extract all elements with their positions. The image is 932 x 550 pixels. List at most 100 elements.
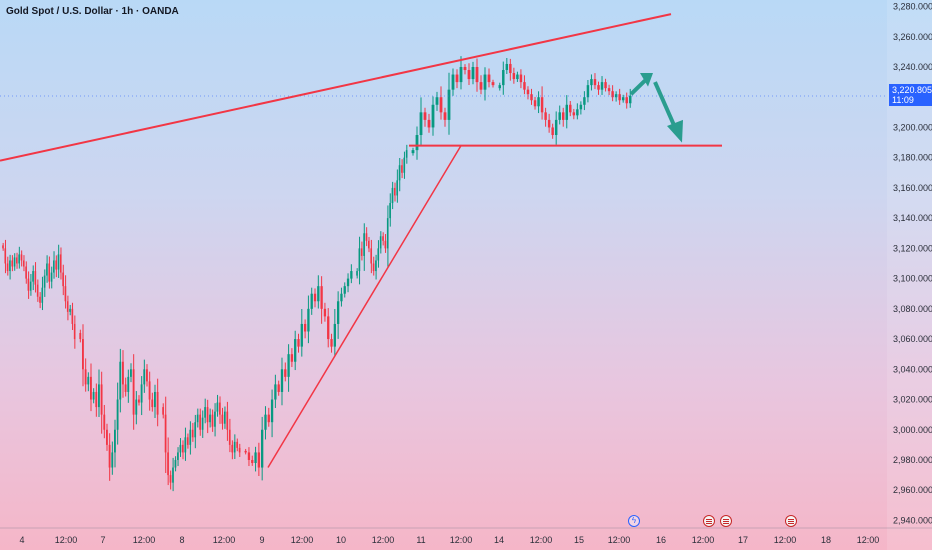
candle-body [132, 369, 135, 415]
candle-body [4, 248, 7, 264]
candle-body [90, 376, 92, 400]
candle-body [396, 180, 399, 196]
candle-body [186, 437, 189, 445]
candle-body [540, 97, 544, 113]
candle-body [189, 429, 192, 445]
candle-body [236, 441, 239, 448]
event-bolt-icon[interactable]: ϟ [628, 515, 640, 527]
y-tick-label: 3,140.000 [893, 213, 932, 223]
candle-body [201, 417, 204, 430]
candle-body [238, 447, 241, 453]
candle-body [502, 70, 505, 86]
candle-body [122, 361, 124, 385]
candle-body [257, 452, 261, 468]
candle-body [346, 278, 350, 287]
countdown-timer: 11:09 [892, 95, 914, 105]
resistance-trendline[interactable] [0, 13, 672, 162]
candle-body [29, 281, 32, 291]
candle-body [382, 236, 384, 241]
rising-support-trendline[interactable] [267, 145, 462, 468]
candle-body [363, 233, 365, 256]
candle-body [356, 271, 358, 276]
candle-body [483, 74, 487, 90]
candle-body [330, 339, 333, 347]
candle-body [114, 429, 116, 453]
candle-body [216, 402, 219, 412]
candle-body [290, 354, 294, 362]
candle-body [398, 165, 401, 181]
x-tick-label: 11 [416, 535, 425, 545]
x-tick-label: 12:00 [133, 535, 156, 545]
candle-body [455, 74, 459, 83]
candle-body [191, 429, 194, 438]
candle-body [32, 271, 34, 282]
candle-body [103, 414, 106, 430]
down-arrow-head[interactable] [667, 119, 683, 143]
x-tick-label: 4 [19, 535, 24, 545]
candle-body [2, 245, 4, 249]
candle-body [423, 112, 427, 120]
candle-body [55, 260, 57, 270]
event-flag-icon-3[interactable] [785, 515, 797, 527]
candle-body [618, 94, 621, 101]
candle-body [579, 104, 583, 110]
candle-body [523, 82, 526, 90]
candle-body [174, 459, 177, 468]
candle-body [135, 399, 138, 415]
candle-body [84, 369, 87, 385]
candle-body [629, 95, 632, 104]
candle-body [209, 414, 211, 423]
candle-body [277, 384, 280, 392]
candle-body [270, 399, 274, 423]
candle-body [156, 391, 159, 415]
candle-body [607, 88, 611, 92]
candle-body [415, 135, 419, 151]
candle-body [368, 240, 370, 249]
candle-body [411, 150, 415, 154]
candle-body [336, 301, 340, 324]
candle-body [130, 369, 132, 377]
candle-body [95, 391, 98, 408]
candle-body [73, 323, 76, 340]
candle-body [181, 444, 184, 453]
candle-body [223, 411, 226, 424]
candle-body [435, 97, 439, 105]
candle-body [372, 263, 375, 272]
candle-body [544, 112, 547, 120]
candle-body [516, 74, 519, 80]
x-tick-label: 10 [336, 535, 346, 545]
candle-body [172, 467, 174, 483]
candle-body [405, 150, 408, 158]
x-tick-label: 12:00 [774, 535, 797, 545]
y-tick-label: 3,280.000 [893, 2, 932, 12]
x-tick-label: 12:00 [213, 535, 236, 545]
candle-body [360, 248, 363, 256]
candle-body [519, 74, 523, 83]
up-arrow-shaft[interactable] [629, 79, 647, 96]
candle-body [386, 218, 389, 249]
candle-body [264, 414, 267, 430]
candle-body [154, 391, 156, 408]
candle-body [505, 63, 509, 71]
candle-body [284, 369, 287, 377]
up-arrow-head[interactable] [640, 73, 653, 87]
candle-body [512, 73, 516, 80]
candle-body [196, 414, 199, 423]
x-tick-label: 12:00 [291, 535, 314, 545]
y-tick-label: 3,120.000 [893, 243, 932, 253]
candle-body [558, 112, 561, 120]
candle-body [41, 287, 44, 303]
candle-body [82, 339, 84, 370]
event-flag-icon-2[interactable] [720, 515, 732, 527]
y-tick-label: 3,160.000 [893, 183, 932, 193]
candle-body [625, 97, 628, 104]
candle-body [169, 475, 172, 483]
candle-body [427, 119, 431, 128]
candle-body [34, 271, 37, 285]
down-arrow-shaft[interactable] [653, 81, 677, 129]
candle-body [343, 286, 346, 294]
event-flag-icon-1[interactable] [703, 515, 715, 527]
candle-body [394, 187, 396, 196]
